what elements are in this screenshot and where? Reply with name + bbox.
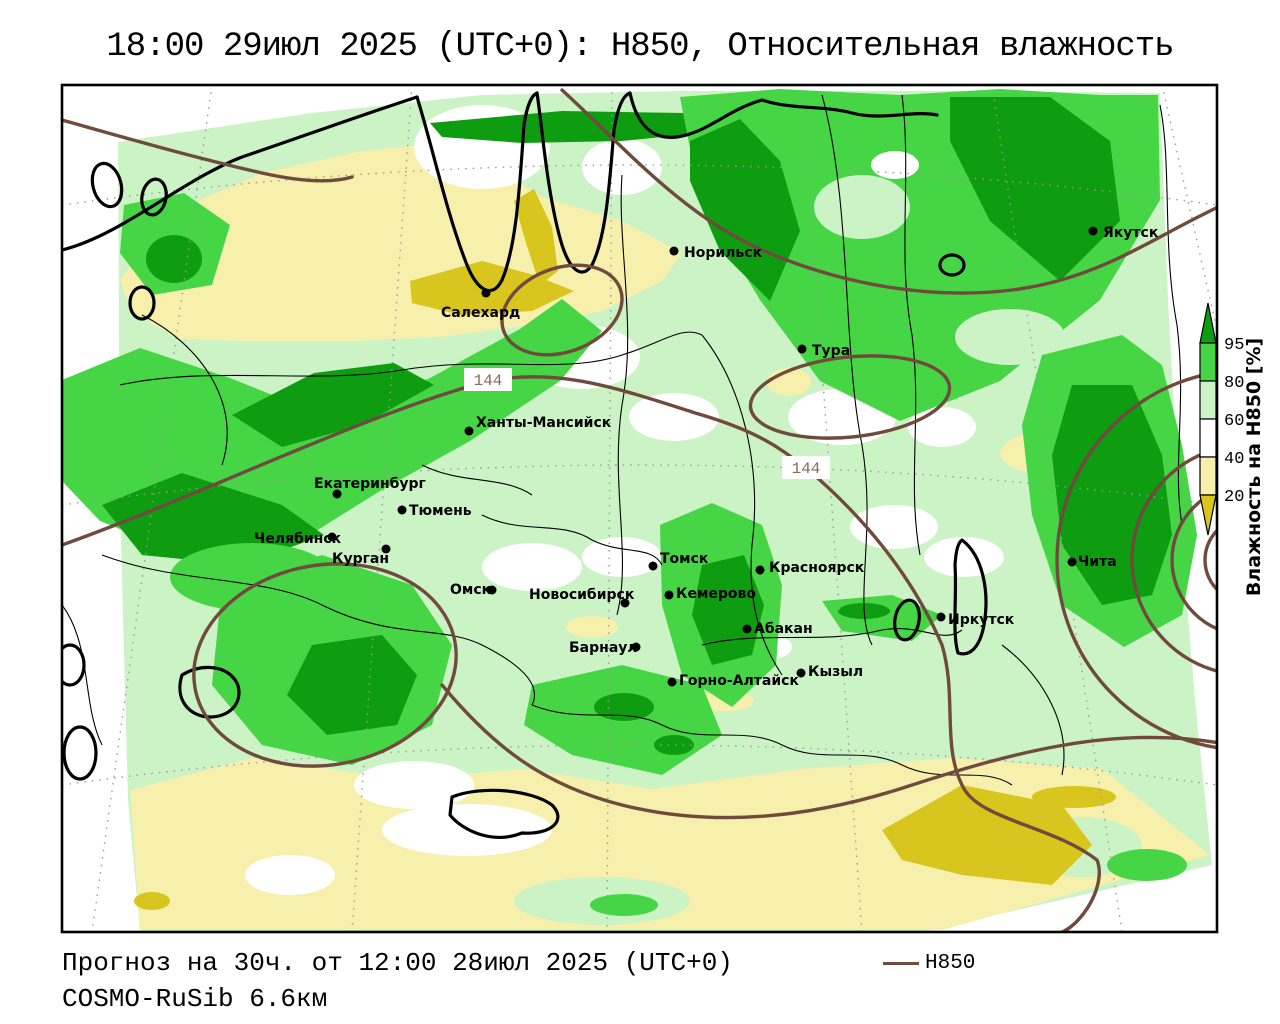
city-tomsk: Томск [648, 551, 709, 571]
svg-text:Горно-Алтайск: Горно-Алтайск [679, 673, 799, 689]
svg-text:Красноярск: Красноярск [769, 560, 865, 576]
svg-text:Тюмень: Тюмень [409, 503, 472, 519]
city-tyumen: Тюмень [397, 503, 472, 519]
city-markers: Норильск Салехард Тура Якутск Ханты-Манс… [254, 225, 1159, 689]
svg-text:Томск: Томск [660, 551, 709, 567]
city-kurgan: Курган [332, 544, 391, 567]
contour-labels: 144 144 [464, 368, 830, 479]
humidity-shading [62, 89, 1212, 932]
svg-text:Екатеринбург: Екатеринбург [314, 476, 426, 492]
city-abakan: Абакан [742, 621, 813, 637]
city-kemerovo: Кемерово [664, 586, 756, 602]
svg-text:Якутск: Якутск [1103, 225, 1159, 241]
city-gorno-altaysk: Горно-Алтайск [667, 673, 799, 689]
city-yakutsk: Якутск [1088, 225, 1159, 241]
colorbar-title: Влажность на H850 [%] [1243, 338, 1265, 596]
admin-borders [62, 94, 1183, 786]
colorbar-seg-40-60 [1199, 418, 1217, 458]
forecast-info: Прогноз на 30ч. от 12:00 28июл 2025 (UTC… [62, 948, 733, 978]
city-norilsk: Норильск [669, 245, 763, 261]
colorbar-tick-20: 20 [1224, 488, 1244, 507]
svg-text:Ханты-Мансийск: Ханты-Мансийск [476, 415, 612, 431]
city-ekaterinburg: Екатеринбург [314, 476, 426, 499]
map-frame [60, 83, 1219, 934]
svg-text:Омск: Омск [450, 582, 492, 598]
contour-label-144-east: 144 [792, 460, 821, 478]
h850-contours [62, 88, 1217, 932]
svg-text:Курган: Курган [332, 551, 389, 567]
city-salekhard: Салехард [441, 288, 520, 321]
city-kyzyl: Кызыл [796, 664, 863, 680]
coastlines [62, 91, 988, 839]
svg-text:Челябинск: Челябинск [254, 531, 342, 547]
city-khanty-mansiysk: Ханты-Мансийск [464, 415, 612, 436]
colorbar-tick-95: 95 [1224, 336, 1244, 355]
svg-text:Кызыл: Кызыл [808, 664, 863, 680]
colorbar-seg-20-40 [1199, 456, 1217, 496]
city-irkutsk: Иркутск [936, 612, 1015, 628]
colorbar-seg-60-80 [1199, 380, 1217, 420]
city-novosibirsk: Новосибирск [529, 587, 635, 608]
colorbar-arrow-top [1199, 302, 1217, 344]
colorbar-tick-40: 40 [1224, 450, 1244, 469]
svg-text:Чита: Чита [1078, 554, 1117, 570]
colorbar-arrow-bottom [1199, 494, 1217, 536]
svg-text:Кемерово: Кемерово [676, 586, 756, 602]
city-tura: Тура [797, 343, 850, 359]
svg-text:Абакан: Абакан [754, 621, 813, 637]
city-chita: Чита [1067, 554, 1117, 570]
svg-text:Норильск: Норильск [684, 245, 763, 261]
city-chelyabinsk: Челябинск [254, 531, 342, 547]
city-omsk: Омск [450, 582, 497, 598]
colorbar-tick-60: 60 [1224, 412, 1244, 431]
city-barnaul: Барнаул [569, 640, 641, 656]
city-krasnoyarsk: Красноярск [755, 560, 865, 576]
colorbar-tick-80: 80 [1224, 374, 1244, 393]
h850-legend-label: H850 [925, 952, 976, 975]
svg-text:Барнаул: Барнаул [569, 640, 638, 656]
h850-line-sample [883, 962, 919, 965]
svg-text:Иркутск: Иркутск [948, 612, 1015, 628]
contour-label-144-west: 144 [474, 372, 503, 390]
map-title: 18:00 29июл 2025 (UTC+0): H850, Относите… [106, 28, 1174, 66]
contour-legend: H850 [883, 952, 975, 975]
svg-text:Салехард: Салехард [441, 305, 520, 321]
svg-text:Тура: Тура [812, 343, 850, 359]
humidity-colorbar: 95 80 60 40 20 Влажность на H850 [%] [1199, 302, 1265, 596]
humidity-map: 144 144 Норильск Салехард Тура Якутск Ха… [60, 83, 1265, 934]
colorbar-seg-80-95 [1199, 342, 1217, 382]
svg-text:Новосибирск: Новосибирск [529, 587, 635, 603]
model-info: COSMO-RuSib 6.6км [62, 984, 328, 1014]
